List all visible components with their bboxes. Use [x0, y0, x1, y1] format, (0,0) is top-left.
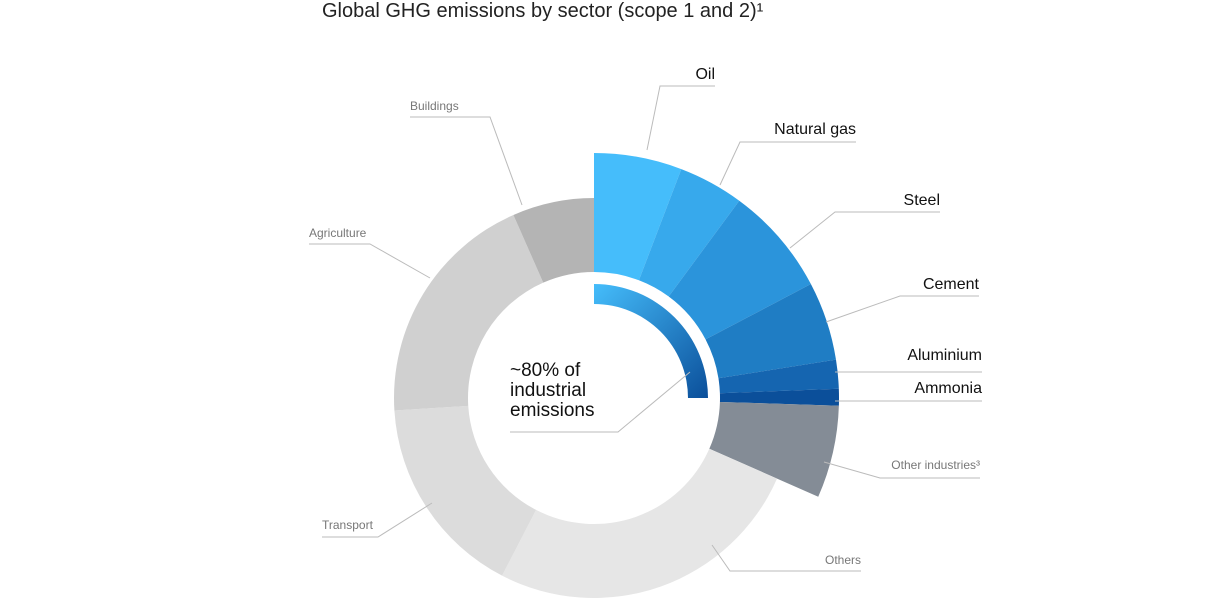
slice-label: Cement	[923, 276, 980, 293]
slice-label: Others	[825, 553, 861, 567]
leader-line	[719, 141, 856, 186]
slice-label: Buildings	[410, 99, 459, 113]
leader-line	[825, 295, 979, 323]
slice	[394, 405, 537, 576]
annotation-line	[510, 371, 691, 433]
slice-label: Aluminium	[907, 347, 982, 364]
slice	[394, 214, 544, 411]
slice-label: Natural gas	[774, 121, 856, 138]
leader-line	[711, 544, 861, 572]
slice-label: Transport	[322, 518, 374, 532]
slice	[719, 388, 839, 406]
leader-line	[309, 243, 431, 279]
slice-label: Oil	[695, 66, 715, 83]
slice-label: Steel	[904, 192, 940, 209]
slice	[513, 198, 594, 283]
inner-arc	[594, 284, 708, 398]
slice	[705, 284, 836, 379]
slice	[668, 200, 811, 340]
slice	[502, 448, 778, 598]
leader-line	[322, 502, 433, 538]
chart-title: Global GHG emissions by sector (scope 1 …	[322, 0, 764, 22]
slice	[638, 169, 740, 297]
slice-label: Agriculture	[309, 226, 367, 240]
leader-line	[823, 461, 980, 479]
slice	[709, 401, 839, 497]
leader-line	[410, 116, 523, 206]
slice	[718, 359, 839, 394]
slice	[594, 153, 682, 281]
slice-label: Ammonia	[914, 380, 982, 397]
leader-line	[789, 211, 940, 249]
leader-line	[646, 85, 715, 151]
slice-label: Other industries³	[891, 458, 980, 472]
annotation: ~80% of industrial emissions	[510, 360, 595, 421]
